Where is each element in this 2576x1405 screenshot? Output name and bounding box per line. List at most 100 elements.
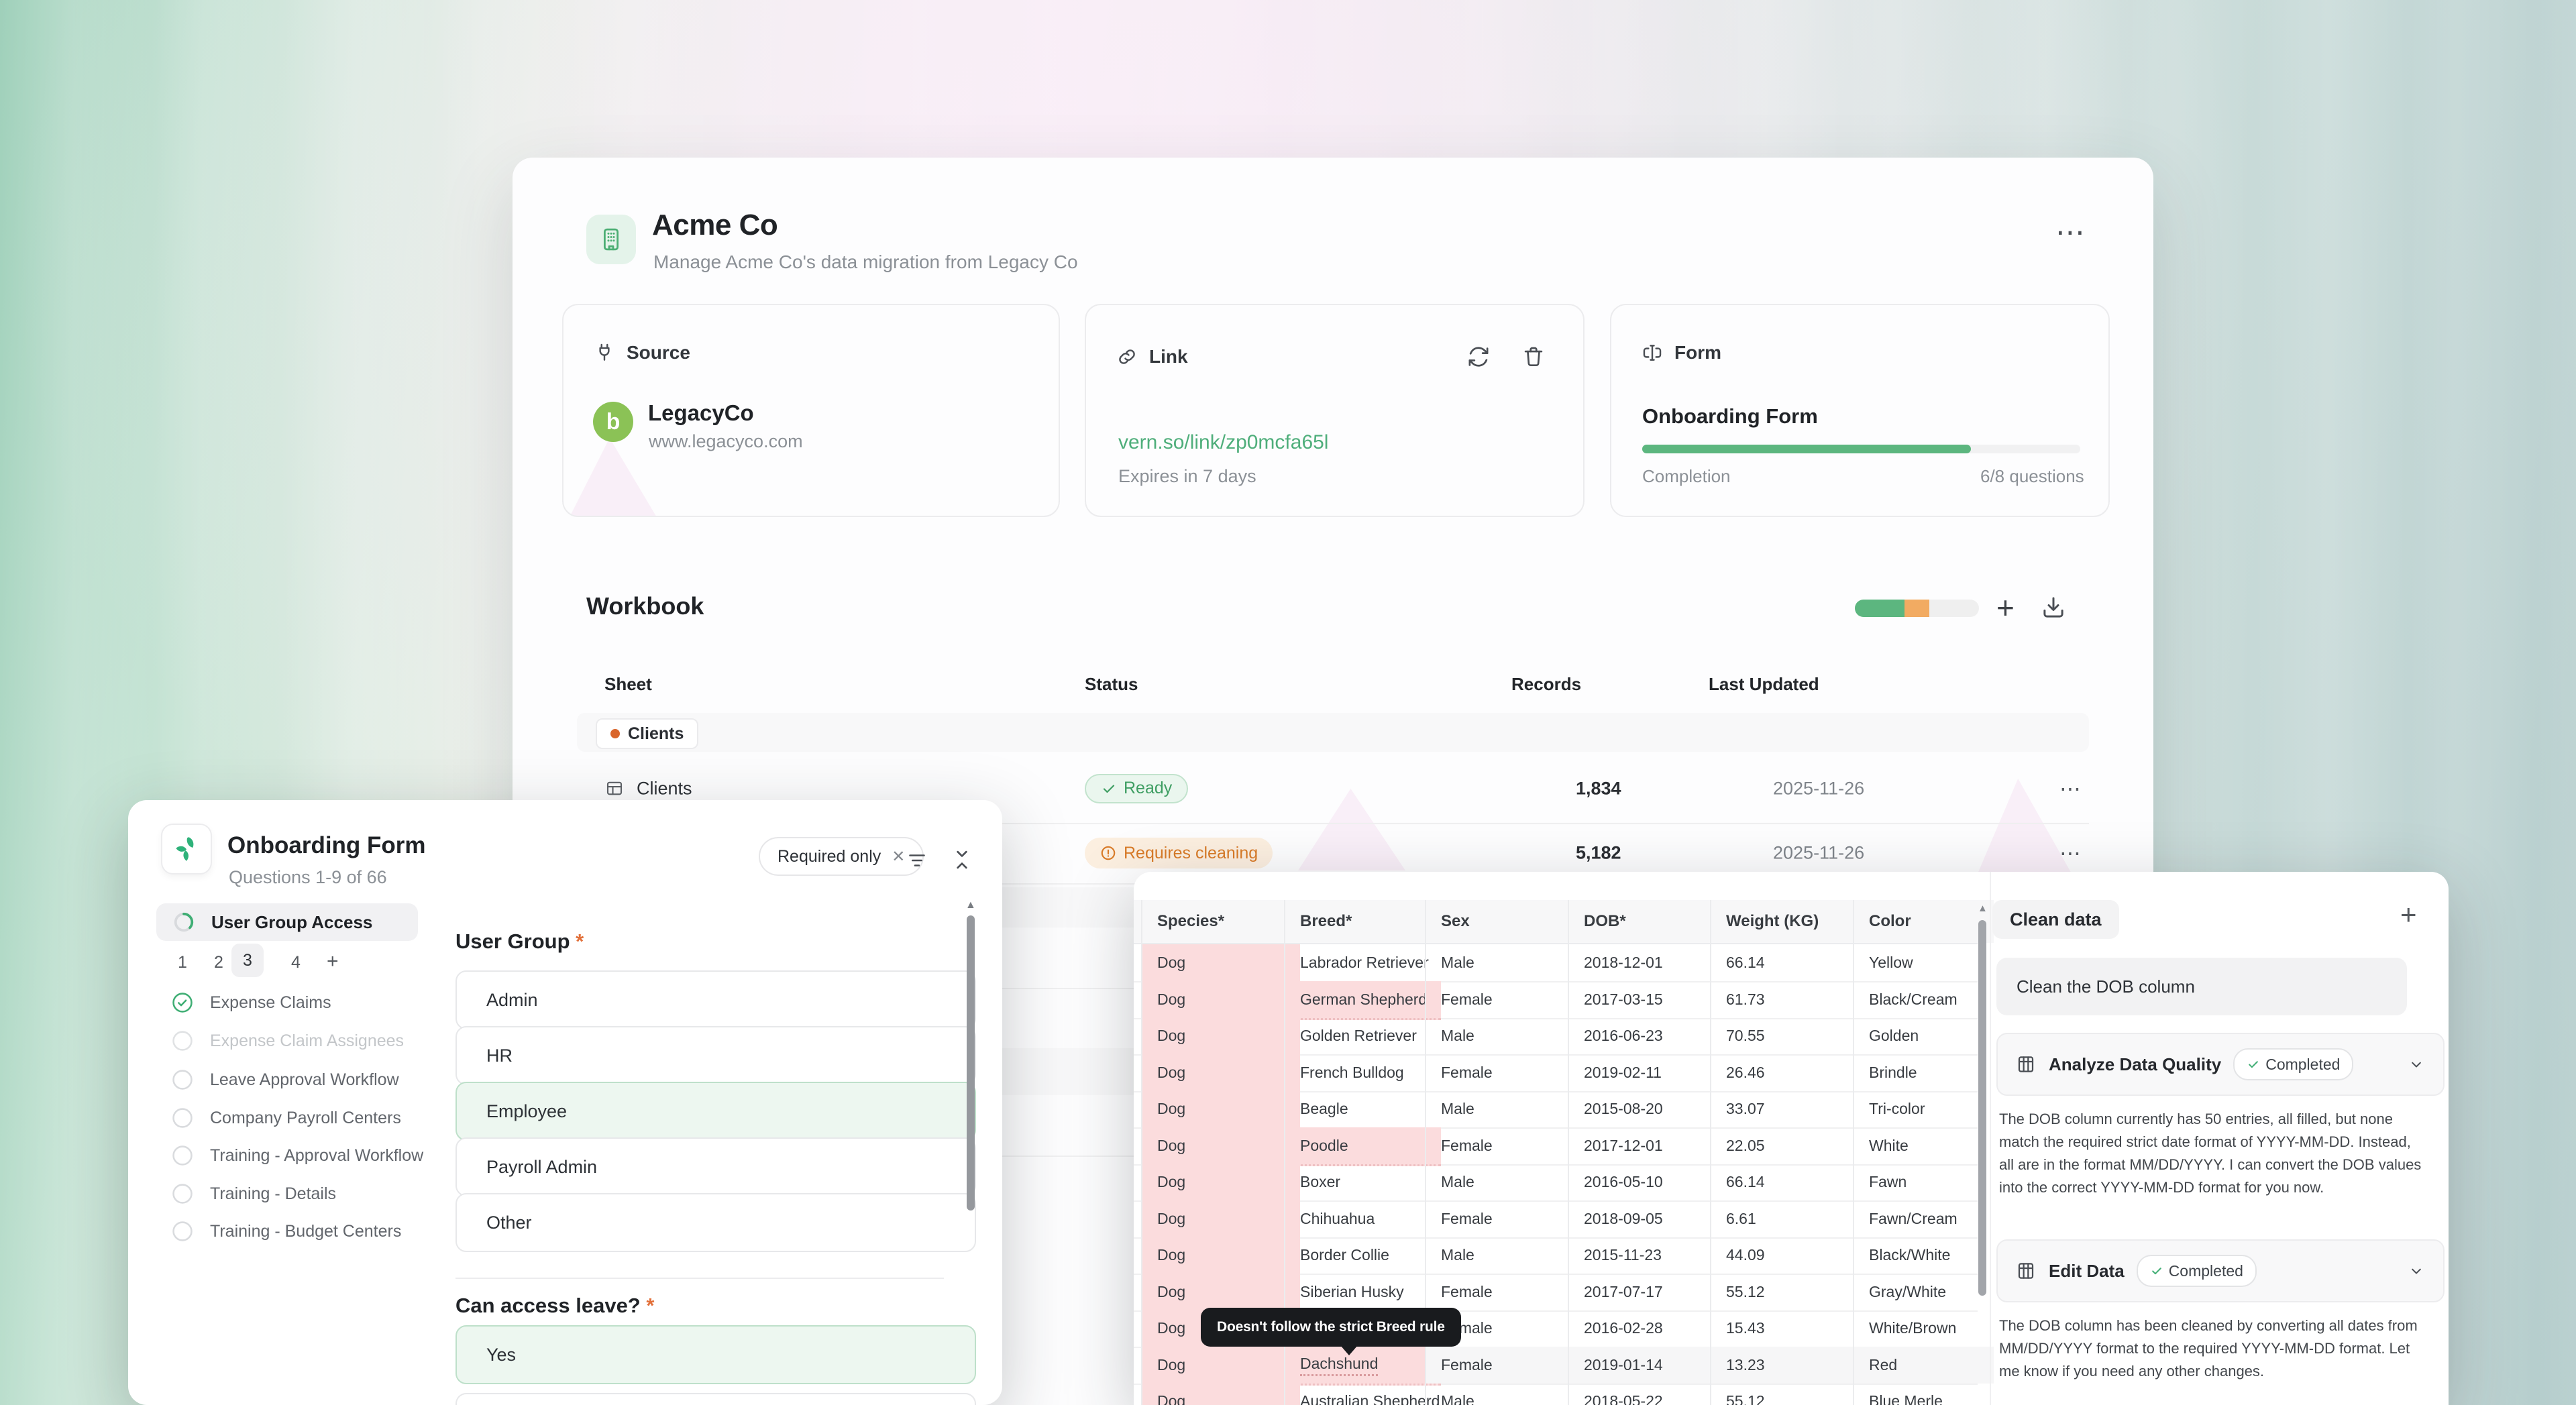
table-row[interactable]: Dog Beagle Male 2015-08-20 33.07 Tri-col… [1134,1090,1978,1129]
cell-species[interactable]: Dog [1141,1274,1300,1312]
cell-sex[interactable]: Female [1425,1200,1584,1237]
cell-weight[interactable]: 26.46 [1710,1054,1869,1091]
clean-data-tab[interactable]: Clean data [1992,900,2119,939]
panel-menu-button[interactable]: ⋯ [2055,216,2087,249]
cell-species[interactable]: Dog [1141,1017,1300,1056]
cell-species[interactable]: Dog [1141,1090,1300,1129]
page-2-button[interactable]: 2 [214,953,223,972]
cell-breed[interactable]: Labrador Retriever [1284,944,1441,981]
cell-sex[interactable]: Female [1425,1347,1584,1384]
cell-sex[interactable]: Female [1425,1274,1584,1310]
option-other[interactable]: Other [455,1193,976,1252]
cell-breed[interactable]: Border Collie [1284,1237,1441,1274]
cell-color[interactable]: White [1853,1127,1994,1164]
cell-species[interactable]: Dog [1141,1383,1300,1405]
cell-sex[interactable]: Male [1425,1164,1584,1200]
cell-dob[interactable]: 2016-06-23 [1568,1017,1726,1054]
cell-dob[interactable]: 2019-02-11 [1568,1054,1726,1091]
cell-species[interactable]: Dog [1141,1347,1300,1386]
workbook-row[interactable]: Requires cleaning 5,182 2025-11-26 ⋯ [577,823,2089,885]
cell-color[interactable]: Black/White [1853,1237,1994,1274]
table-row[interactable]: Dog Australian Shepherd Male 2018-05-22 … [1134,1383,1978,1405]
col-color[interactable]: Color [1853,900,1994,943]
cell-color[interactable]: Fawn/Cream [1853,1200,1994,1237]
option-admin[interactable]: Admin [455,970,976,1029]
cell-breed[interactable]: Chihuahua [1284,1200,1441,1237]
cell-color[interactable]: Blue Merle [1853,1383,1994,1405]
required-only-chip[interactable]: Required only ✕ [759,837,924,876]
cell-sex[interactable]: Female [1425,1127,1584,1164]
cell-sex[interactable]: Male [1425,1017,1584,1054]
sidebar-item-company-payroll-centers[interactable]: Company Payroll Centers [171,1102,401,1134]
sheet-group-row[interactable]: Clients [577,713,2089,752]
table-row[interactable]: Dog Golden Retriever Male 2016-06-23 70.… [1134,1017,1978,1056]
cell-weight[interactable]: 13.23 [1710,1347,1869,1384]
cell-species[interactable]: Dog [1141,1164,1300,1202]
cell-sex[interactable]: Male [1425,1090,1584,1127]
cell-species[interactable]: Dog [1141,981,1300,1020]
page-3-button[interactable]: 3 [231,944,264,977]
col-dob[interactable]: DOB* [1568,900,1726,943]
refresh-link-button[interactable] [1466,344,1491,370]
cell-weight[interactable]: 66.14 [1710,944,1869,981]
analyze-step[interactable]: Analyze Data Quality Completed [1996,1033,2445,1096]
cell-color[interactable]: Gray/White [1853,1274,1994,1310]
cell-breed[interactable]: Poodle [1284,1127,1441,1166]
workbook-row[interactable]: Clients Ready 1,834 2025-11-26 ⋯ [577,754,2089,824]
cell-species[interactable]: Dog [1141,1200,1300,1239]
col-sex[interactable]: Sex [1425,900,1584,943]
table-row[interactable]: Dog Boxer Male 2016-05-10 66.14 Fawn [1134,1164,1978,1202]
option-partial[interactable] [455,1393,976,1405]
table-scroll-up-icon[interactable]: ▲ [1978,903,1988,914]
col-weight[interactable]: Weight (KG) [1710,900,1869,943]
cell-sex[interactable]: Female [1425,1054,1584,1091]
cell-dob[interactable]: 2015-11-23 [1568,1237,1726,1274]
table-row[interactable]: Dog French Bulldog Female 2019-02-11 26.… [1134,1054,1978,1093]
cell-breed[interactable]: Golden Retriever [1284,1017,1441,1054]
collapse-button[interactable] [949,847,975,873]
remove-filter-icon[interactable]: ✕ [892,847,906,866]
cell-dob[interactable]: 2019-01-14 [1568,1347,1726,1384]
cell-dob[interactable]: 2017-12-01 [1568,1127,1726,1164]
cell-color[interactable]: Black/Cream [1853,981,1994,1018]
page-1-button[interactable]: 1 [178,953,187,972]
cell-breed[interactable]: Australian Shepherd [1284,1383,1441,1405]
cell-dob[interactable]: 2015-08-20 [1568,1090,1726,1127]
table-scrollbar[interactable] [1978,920,1986,1296]
cell-weight[interactable]: 22.05 [1710,1127,1869,1164]
table-row[interactable]: Dog Border Collie Male 2015-11-23 44.09 … [1134,1237,1978,1276]
cell-color[interactable]: Brindle [1853,1054,1994,1091]
cell-weight[interactable]: 66.14 [1710,1164,1869,1200]
chevron-down-icon[interactable] [2407,1055,2426,1074]
sidebar-item-training-budget-centers[interactable]: Training - Budget Centers [171,1215,401,1247]
page-4-button[interactable]: 4 [291,953,301,972]
option-payroll-admin[interactable]: Payroll Admin [455,1137,976,1196]
cell-weight[interactable]: 55.12 [1710,1383,1869,1405]
cell-breed-flagged[interactable]: Dachshund [1284,1347,1441,1386]
sidebar-item-user-group-access[interactable]: User Group Access [156,903,418,941]
table-row[interactable]: Dog Siberian Husky Female 2017-07-17 55.… [1134,1274,1978,1312]
add-sheet-button[interactable]: + [1996,590,2015,625]
cell-weight[interactable]: 44.09 [1710,1237,1869,1274]
cell-dob[interactable]: 2018-09-05 [1568,1200,1726,1237]
form-scroll-up-icon[interactable]: ▲ [965,899,976,911]
sidebar-item-expense-claim-assignees[interactable]: Expense Claim Assignees [171,1025,404,1057]
chevron-down-icon[interactable] [2407,1261,2426,1280]
cell-sex[interactable]: Male [1425,1383,1584,1405]
cell-weight[interactable]: 55.12 [1710,1274,1869,1310]
table-row[interactable]: Dog Labrador Retriever Male 2018-12-01 6… [1134,944,1978,983]
cell-species[interactable]: Dog [1141,1127,1300,1166]
cell-sex[interactable]: Female [1425,981,1584,1018]
cell-sex[interactable]: Male [1425,944,1584,981]
sidebar-item-expense-claims[interactable]: Expense Claims [171,987,331,1019]
cell-weight[interactable]: 70.55 [1710,1017,1869,1054]
cell-color[interactable]: Fawn [1853,1164,1994,1200]
cell-color[interactable]: Yellow [1853,944,1994,981]
cell-dob[interactable]: 2016-02-28 [1568,1310,1726,1347]
new-clean-chat-button[interactable]: + [2400,899,2417,930]
add-page-button[interactable]: + [327,950,339,972]
sidebar-item-training-approval-workflow[interactable]: Training - Approval Workflow [171,1139,423,1172]
col-species[interactable]: Species* [1141,900,1300,943]
cell-dob[interactable]: 2018-12-01 [1568,944,1726,981]
cell-dob[interactable]: 2018-05-22 [1568,1383,1726,1405]
